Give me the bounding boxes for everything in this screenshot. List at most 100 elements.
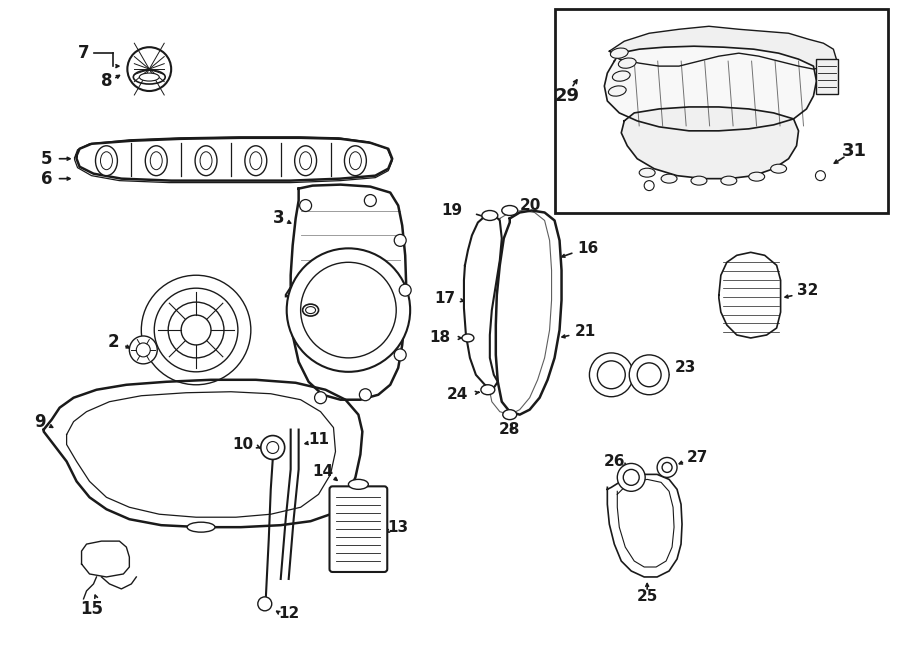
Circle shape (598, 361, 626, 389)
Ellipse shape (691, 176, 707, 185)
Ellipse shape (187, 522, 215, 532)
Ellipse shape (140, 73, 159, 81)
Ellipse shape (200, 152, 212, 170)
Circle shape (300, 200, 311, 212)
Ellipse shape (482, 210, 498, 221)
Ellipse shape (608, 86, 626, 96)
Text: 6: 6 (41, 170, 52, 188)
Circle shape (359, 389, 372, 401)
Text: 20: 20 (519, 198, 541, 213)
Text: 3: 3 (273, 210, 284, 227)
Circle shape (130, 336, 158, 364)
Ellipse shape (610, 48, 628, 58)
Text: 28: 28 (500, 422, 520, 437)
Circle shape (629, 355, 669, 395)
Polygon shape (76, 137, 392, 180)
Ellipse shape (294, 146, 317, 176)
Ellipse shape (612, 71, 630, 81)
Ellipse shape (302, 304, 319, 316)
Circle shape (128, 47, 171, 91)
Ellipse shape (306, 307, 316, 313)
Circle shape (815, 171, 825, 180)
Text: 25: 25 (636, 590, 658, 604)
Circle shape (136, 343, 150, 357)
Text: 22: 22 (637, 360, 659, 375)
Circle shape (400, 284, 411, 296)
Ellipse shape (195, 146, 217, 176)
Ellipse shape (721, 176, 737, 185)
Text: 30: 30 (634, 122, 660, 140)
Ellipse shape (349, 152, 362, 170)
Ellipse shape (481, 385, 495, 395)
Ellipse shape (101, 152, 112, 170)
Text: 19: 19 (441, 203, 462, 218)
Ellipse shape (662, 174, 677, 183)
Ellipse shape (749, 172, 765, 181)
Text: 15: 15 (80, 600, 103, 618)
Polygon shape (609, 26, 836, 69)
Circle shape (624, 469, 639, 485)
Text: 7: 7 (77, 44, 89, 62)
Text: 21: 21 (574, 325, 596, 340)
Circle shape (257, 597, 272, 611)
Circle shape (617, 463, 645, 491)
Text: 14: 14 (312, 464, 333, 479)
Text: 11: 11 (308, 432, 329, 447)
Circle shape (364, 194, 376, 206)
Circle shape (590, 353, 634, 397)
Ellipse shape (150, 152, 162, 170)
Text: 29: 29 (555, 87, 580, 105)
Text: 26: 26 (604, 454, 626, 469)
Ellipse shape (133, 70, 166, 84)
Circle shape (644, 180, 654, 190)
Ellipse shape (503, 410, 517, 420)
Circle shape (394, 349, 406, 361)
Ellipse shape (639, 168, 655, 177)
Text: 16: 16 (578, 241, 599, 256)
Ellipse shape (770, 164, 787, 173)
Text: 10: 10 (232, 437, 254, 452)
Polygon shape (621, 107, 798, 178)
Circle shape (394, 235, 406, 247)
Text: 12: 12 (278, 606, 300, 621)
Text: 9: 9 (34, 412, 46, 430)
Circle shape (315, 392, 327, 404)
Circle shape (657, 457, 677, 477)
Text: 4: 4 (283, 286, 294, 304)
Circle shape (261, 436, 284, 459)
Polygon shape (608, 475, 682, 577)
Circle shape (168, 302, 224, 358)
Text: 18: 18 (429, 330, 450, 346)
Text: 1: 1 (143, 306, 155, 324)
Text: 5: 5 (41, 150, 52, 168)
Ellipse shape (250, 152, 262, 170)
Ellipse shape (618, 58, 636, 68)
Text: 23: 23 (675, 360, 697, 375)
Circle shape (266, 442, 279, 453)
Circle shape (141, 275, 251, 385)
Circle shape (637, 363, 662, 387)
FancyBboxPatch shape (329, 486, 387, 572)
Ellipse shape (502, 206, 518, 215)
Ellipse shape (245, 146, 266, 176)
Text: 31: 31 (842, 141, 867, 160)
Polygon shape (719, 253, 780, 338)
Text: 17: 17 (434, 291, 455, 305)
Polygon shape (82, 541, 130, 577)
Ellipse shape (345, 146, 366, 176)
Circle shape (301, 262, 396, 358)
Ellipse shape (300, 152, 311, 170)
Polygon shape (464, 214, 502, 388)
Polygon shape (44, 380, 363, 527)
Ellipse shape (348, 479, 368, 489)
Polygon shape (604, 46, 816, 131)
Circle shape (181, 315, 211, 345)
Text: 24: 24 (446, 387, 468, 403)
Bar (816, 59, 839, 94)
Text: 2: 2 (108, 333, 119, 351)
Polygon shape (496, 210, 562, 414)
Bar (554, 9, 888, 214)
Circle shape (662, 463, 672, 473)
Text: 13: 13 (388, 520, 409, 535)
Polygon shape (291, 184, 406, 400)
